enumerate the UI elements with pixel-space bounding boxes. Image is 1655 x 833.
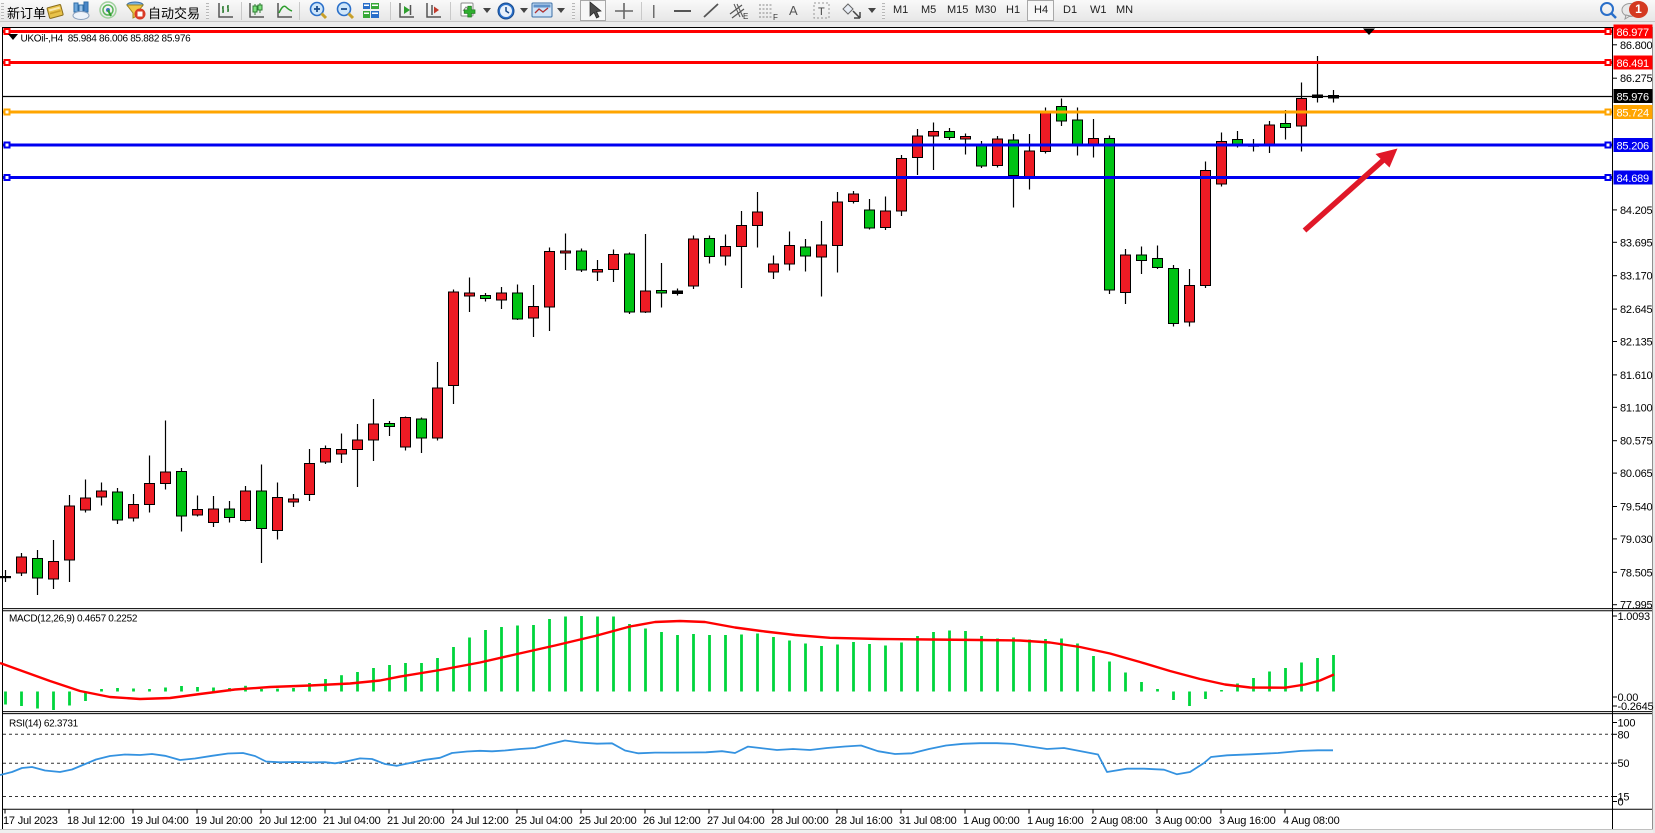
svg-text:18 Jul 12:00: 18 Jul 12:00 bbox=[67, 815, 125, 827]
svg-text:86.800: 86.800 bbox=[1620, 40, 1653, 52]
svg-text:15: 15 bbox=[1618, 792, 1630, 804]
svg-text:1 Aug 16:00: 1 Aug 16:00 bbox=[1027, 815, 1084, 827]
svg-text:UKOil-,H4 85.984 86.006 85.88: UKOil-,H4 85.984 86.006 85.882 85.976 bbox=[21, 34, 192, 45]
svg-text:3 Aug 00:00: 3 Aug 00:00 bbox=[1155, 815, 1212, 827]
svg-text:77.995: 77.995 bbox=[1620, 600, 1653, 612]
svg-text:85.976: 85.976 bbox=[1617, 92, 1650, 104]
svg-text:19 Jul 20:00: 19 Jul 20:00 bbox=[195, 815, 253, 827]
svg-text:50: 50 bbox=[1618, 758, 1630, 770]
svg-text:81.100: 81.100 bbox=[1620, 402, 1653, 414]
svg-text:21 Jul 04:00: 21 Jul 04:00 bbox=[323, 815, 381, 827]
svg-text:MACD(12,26,9) 0.4657 0.2252: MACD(12,26,9) 0.4657 0.2252 bbox=[9, 614, 138, 625]
svg-text:1.0093: 1.0093 bbox=[1618, 611, 1651, 623]
svg-text:31 Jul 08:00: 31 Jul 08:00 bbox=[899, 815, 957, 827]
svg-text:27 Jul 04:00: 27 Jul 04:00 bbox=[707, 815, 765, 827]
svg-text:80.575: 80.575 bbox=[1620, 436, 1653, 448]
svg-text:84.689: 84.689 bbox=[1617, 173, 1650, 185]
svg-text:86.977: 86.977 bbox=[1617, 27, 1650, 39]
svg-text:83.695: 83.695 bbox=[1620, 237, 1653, 249]
svg-text:17 Jul 2023: 17 Jul 2023 bbox=[3, 815, 58, 827]
svg-text:79.540: 79.540 bbox=[1620, 502, 1653, 514]
svg-text:4 Aug 08:00: 4 Aug 08:00 bbox=[1283, 815, 1340, 827]
svg-text:28 Jul 16:00: 28 Jul 16:00 bbox=[835, 815, 893, 827]
svg-text:84.205: 84.205 bbox=[1620, 205, 1653, 217]
svg-text:78.505: 78.505 bbox=[1620, 567, 1653, 579]
svg-text:26 Jul 12:00: 26 Jul 12:00 bbox=[643, 815, 701, 827]
svg-text:25 Jul 20:00: 25 Jul 20:00 bbox=[579, 815, 637, 827]
svg-text:80.065: 80.065 bbox=[1620, 468, 1653, 480]
svg-text:85.206: 85.206 bbox=[1617, 141, 1650, 153]
svg-text:81.610: 81.610 bbox=[1620, 370, 1653, 382]
svg-text:E: E bbox=[743, 12, 748, 21]
svg-text:86.275: 86.275 bbox=[1620, 73, 1653, 85]
svg-text:21 Jul 20:00: 21 Jul 20:00 bbox=[387, 815, 445, 827]
svg-text:80: 80 bbox=[1618, 729, 1630, 741]
svg-text:83.170: 83.170 bbox=[1620, 271, 1653, 283]
svg-text:3 Aug 16:00: 3 Aug 16:00 bbox=[1219, 815, 1276, 827]
svg-text:T: T bbox=[818, 6, 825, 18]
svg-text:82.135: 82.135 bbox=[1620, 337, 1653, 349]
svg-text:0: 0 bbox=[1618, 797, 1624, 809]
svg-text:28 Jul 00:00: 28 Jul 00:00 bbox=[771, 815, 829, 827]
svg-text:1 Aug 00:00: 1 Aug 00:00 bbox=[963, 815, 1020, 827]
svg-text:2 Aug 08:00: 2 Aug 08:00 bbox=[1091, 815, 1148, 827]
svg-text:24 Jul 12:00: 24 Jul 12:00 bbox=[451, 815, 509, 827]
svg-text:-0.2645: -0.2645 bbox=[1618, 701, 1654, 713]
svg-text:19 Jul 04:00: 19 Jul 04:00 bbox=[131, 815, 189, 827]
svg-text:20 Jul 12:00: 20 Jul 12:00 bbox=[259, 815, 317, 827]
svg-text:0.00: 0.00 bbox=[1618, 692, 1639, 704]
svg-text:100: 100 bbox=[1618, 718, 1636, 730]
svg-text:85.724: 85.724 bbox=[1617, 108, 1650, 120]
svg-text:F: F bbox=[773, 13, 778, 21]
svg-text:86.491: 86.491 bbox=[1617, 58, 1650, 70]
svg-text:79.030: 79.030 bbox=[1620, 534, 1653, 546]
svg-text:25 Jul 04:00: 25 Jul 04:00 bbox=[515, 815, 573, 827]
svg-text:RSI(14) 62.3731: RSI(14) 62.3731 bbox=[9, 719, 79, 730]
svg-text:82.645: 82.645 bbox=[1620, 304, 1653, 316]
